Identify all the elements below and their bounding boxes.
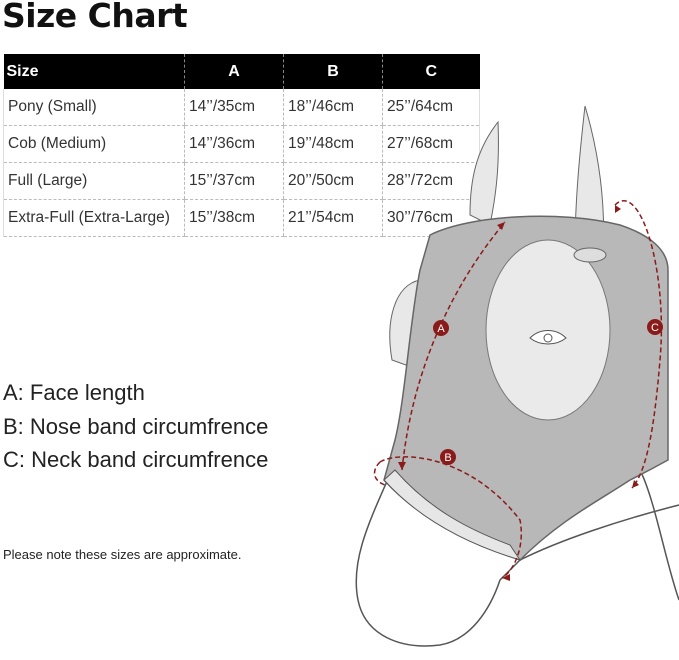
legend-b: B: Nose band circumfrence — [3, 413, 269, 439]
svg-text:A: A — [437, 323, 445, 335]
eye — [529, 330, 567, 345]
header-a: A — [184, 54, 284, 89]
legend-a: A: Face length — [3, 380, 145, 405]
svg-text:B: B — [444, 452, 451, 464]
table-row: Cob (Medium) 14’’/36cm 19’’/48cm 27’’/68cm — [3, 125, 480, 163]
table-cell: 25’’/64cm — [382, 89, 480, 126]
marker-a: A — [433, 320, 449, 336]
table-cell: Extra-Full (Extra-Large) — [3, 199, 185, 237]
table-cell: 18’’/46cm — [283, 89, 383, 126]
table-cell: 21’’/54cm — [283, 199, 383, 237]
table-header-row: Size A B C — [3, 54, 480, 89]
header-size: Size — [3, 54, 185, 89]
table-cell: Cob (Medium) — [3, 125, 185, 163]
table-cell: Pony (Small) — [3, 89, 185, 126]
table-cell: Full (Large) — [3, 162, 185, 200]
table-cell: 15’’/37cm — [184, 162, 284, 200]
table-cell: 14’’/35cm — [184, 89, 284, 126]
approximate-note: Please note these sizes are approximate. — [3, 547, 242, 562]
table-cell: 15’’/38cm — [184, 199, 284, 237]
table-cell: 27’’/68cm — [382, 125, 480, 163]
horse-mask-diagram: A B C — [355, 105, 679, 647]
table-cell: 20’’/50cm — [283, 162, 383, 200]
table-cell: 14’’/36cm — [184, 125, 284, 163]
horse-neck-outline — [639, 469, 679, 601]
legend-c: C: Neck band circumfrence — [3, 447, 269, 472]
arrowheads — [398, 205, 639, 581]
horse-head-outline — [355, 469, 679, 647]
measurement-lines — [373, 200, 663, 579]
size-table: Size A B C Pony (Small) 14’’/35cm 18’’/46c… — [3, 54, 480, 237]
marker-b: B — [440, 449, 456, 465]
left-ear — [469, 120, 499, 226]
ear-base — [573, 247, 607, 263]
table-cell: 19’’/48cm — [283, 125, 383, 163]
header-c: C — [382, 54, 480, 89]
page-title: Size Chart — [2, 0, 188, 35]
nose-opening — [383, 469, 522, 561]
svg-text:C: C — [651, 322, 659, 334]
table-row: Full (Large) 15’’/37cm 20’’/50cm 28’’/72cm — [3, 162, 480, 200]
measurement-legend: A: Face length B: Nose band circumfrence… — [3, 376, 268, 477]
marker-c: C — [647, 319, 663, 335]
header-b: B — [283, 54, 383, 89]
table-row: Pony (Small) 14’’/35cm 18’’/46cm 25’’/64cm — [3, 89, 480, 126]
